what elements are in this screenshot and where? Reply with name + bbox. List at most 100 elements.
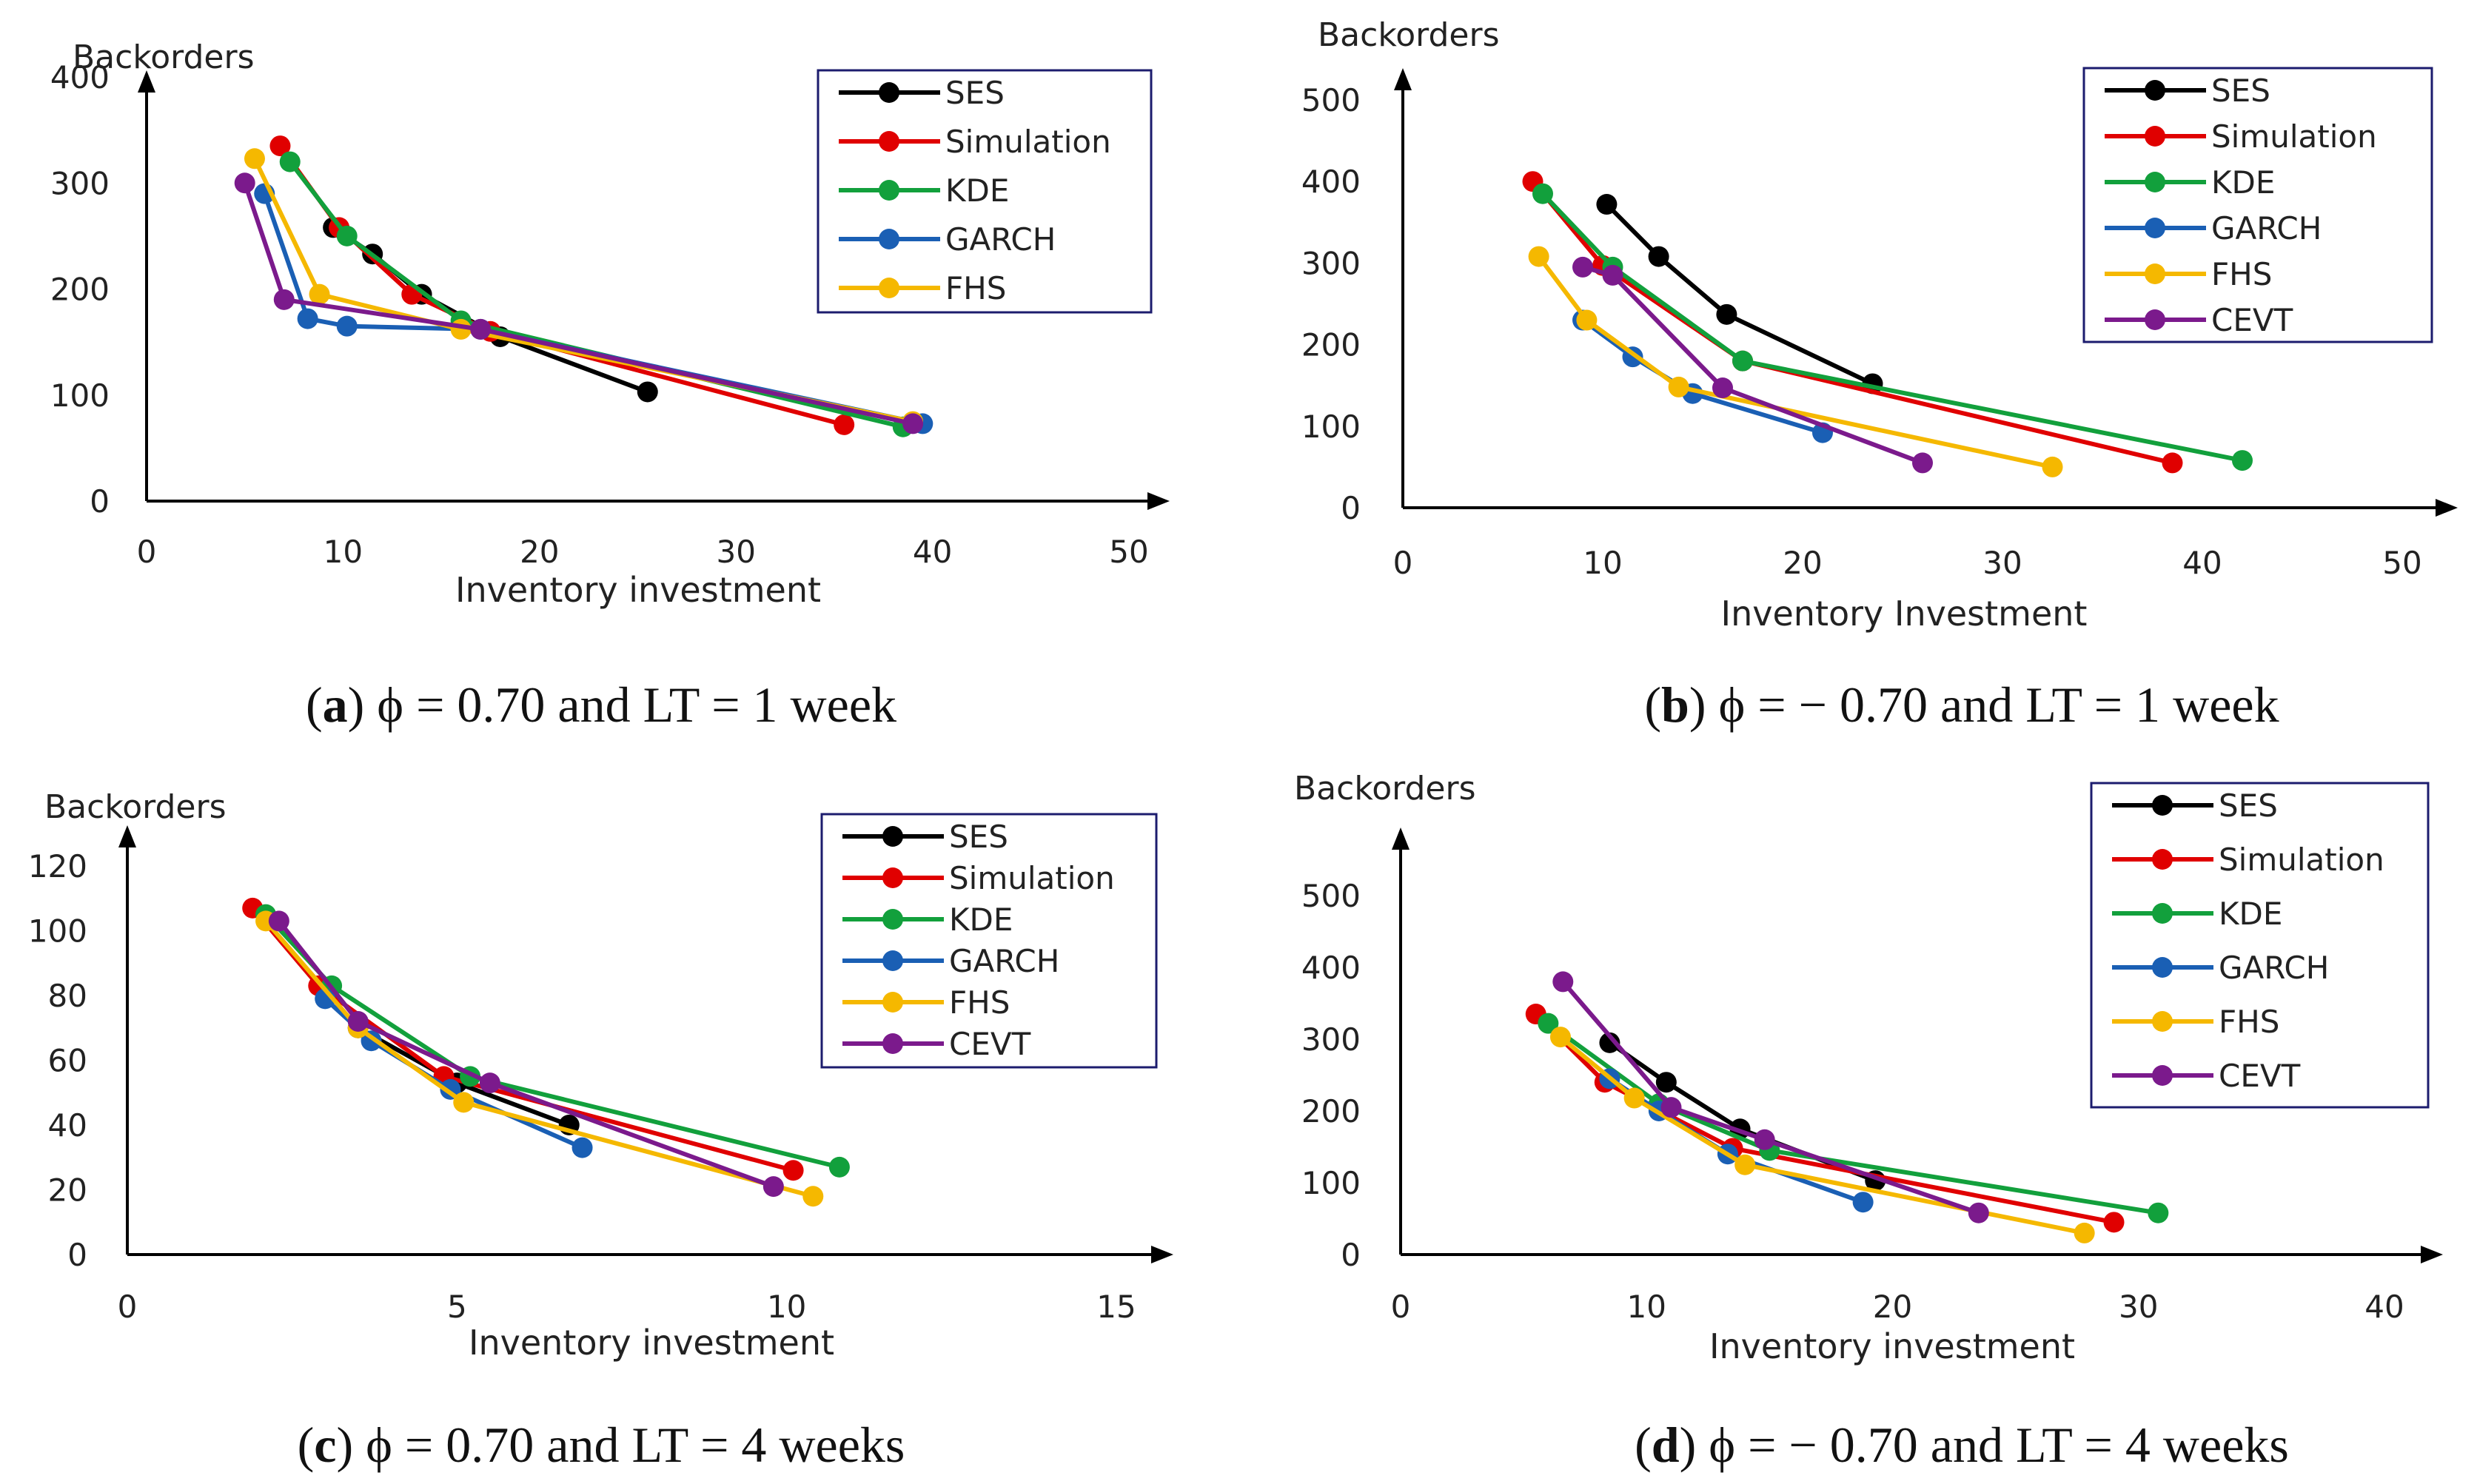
x-tick-label: 10 <box>1627 1289 1666 1325</box>
legend-item-garch: GARCH <box>2112 950 2329 986</box>
legend-label: FHS <box>949 984 1010 1021</box>
legend-swatch-marker <box>2152 1011 2173 1032</box>
x-tick-label: 30 <box>716 534 755 570</box>
series-cevt <box>234 172 924 434</box>
legend-swatch-marker <box>879 131 899 152</box>
legend-label: KDE <box>949 902 1013 938</box>
legend-item-kde: KDE <box>2112 896 2282 932</box>
legend-item-cevt: CEVT <box>2105 302 2293 338</box>
legend-item-ses: SES <box>2112 788 2278 824</box>
data-point <box>1648 246 1669 267</box>
caption-close-paren: ) <box>348 676 378 733</box>
panel-caption: (b) ϕ = − 0.70 and LT = 1 week <box>1644 676 2279 733</box>
series-fhs <box>1528 246 2063 477</box>
legend-label: CEVT <box>2219 1058 2301 1094</box>
legend-swatch-marker <box>882 1033 903 1054</box>
legend-swatch-marker <box>2152 849 2173 870</box>
legend-label: SES <box>2211 73 2270 109</box>
x-tick-label: 40 <box>913 534 952 570</box>
legend: SES Simulation KDE GARCH FHS <box>817 69 1153 314</box>
y-tick-label: 20 <box>48 1172 87 1209</box>
y-tick-label: 300 <box>1301 1021 1361 1058</box>
legend-swatch-marker <box>882 867 903 888</box>
y-axis-arrow-icon <box>118 825 136 847</box>
series-cevt <box>268 910 784 1198</box>
legend: SES Simulation KDE GARCH FHS CEVT <box>2090 782 2430 1109</box>
data-point <box>1734 1154 1756 1175</box>
legend-swatch-marker <box>2152 903 2173 924</box>
legend-item-garch: GARCH <box>842 943 1059 979</box>
legend-item-simulation: Simulation <box>842 860 1115 896</box>
legend: SES Simulation KDE GARCH FHS CEVT <box>820 813 1158 1069</box>
data-point <box>347 1011 369 1032</box>
caption-open-paren: ( <box>298 1417 315 1473</box>
data-point <box>273 289 295 310</box>
caption-text: ϕ = 0.70 and LT = 1 week <box>377 676 896 733</box>
legend-swatch-marker <box>879 229 899 249</box>
series-line <box>1605 202 1874 386</box>
legend-item-fhs: FHS <box>842 984 1010 1021</box>
series-line <box>277 919 774 1189</box>
legend-label: KDE <box>2219 896 2282 932</box>
legend-item-fhs: FHS <box>2112 1004 2279 1040</box>
legend-swatch-marker <box>882 909 903 930</box>
legend-item-kde: KDE <box>842 902 1013 938</box>
series-line <box>1541 192 2243 463</box>
x-axis-arrow-icon <box>1151 1246 1173 1263</box>
x-tick-label: 50 <box>2382 545 2421 581</box>
data-point <box>297 308 318 329</box>
x-tick-label: 50 <box>1109 534 1148 570</box>
legend-item-simulation: Simulation <box>839 124 1111 160</box>
legend-label: Simulation <box>2219 842 2384 878</box>
y-tick-label: 500 <box>1301 878 1361 914</box>
series-line <box>1561 980 1980 1215</box>
panel-caption: (c) ϕ = 0.70 and LT = 4 weeks <box>298 1417 905 1473</box>
data-point <box>234 172 255 194</box>
x-tick-label: 20 <box>1783 545 1822 581</box>
data-point <box>834 414 855 435</box>
legend-swatch-marker <box>882 950 903 971</box>
x-tick-label: 20 <box>520 534 559 570</box>
legend-item-ses: SES <box>2105 73 2270 109</box>
legend-swatch-marker <box>879 82 899 103</box>
legend-label: KDE <box>945 172 1009 209</box>
data-point <box>1712 377 1733 399</box>
y-tick-label: 300 <box>50 165 110 201</box>
x-tick-label: 40 <box>2182 545 2222 581</box>
legend-swatch-marker <box>2145 172 2165 192</box>
series-line <box>288 160 904 429</box>
legend-label: Simulation <box>949 860 1115 896</box>
x-tick-label: 0 <box>118 1289 138 1325</box>
legend-swatch-marker <box>879 180 899 201</box>
data-point <box>2074 1222 2095 1243</box>
x-axis-title: Inventory Investment <box>1721 594 2088 634</box>
data-point <box>2162 452 2183 474</box>
legend-box <box>820 813 1158 1069</box>
legend-label: Simulation <box>945 124 1111 160</box>
data-point <box>279 151 301 172</box>
panel-caption: (d) ϕ = − 0.70 and LT = 4 weeks <box>1635 1417 2289 1473</box>
y-axis-title: Backorders <box>1318 16 1500 54</box>
y-tick-label: 300 <box>1301 245 1361 281</box>
legend-item-simulation: Simulation <box>2105 118 2377 155</box>
series-line <box>242 182 914 426</box>
legend-item-garch: GARCH <box>2105 210 2322 246</box>
legend-swatch-marker <box>2152 1065 2173 1086</box>
data-point <box>336 315 358 337</box>
caption-text: ϕ = − 0.70 and LT = 4 weeks <box>1709 1417 2289 1473</box>
caption-text: ϕ = − 0.70 and LT = 1 week <box>1719 676 2279 733</box>
legend-swatch-marker <box>2152 795 2173 816</box>
legend-item-garch: GARCH <box>839 221 1056 258</box>
y-tick-label: 200 <box>50 272 110 308</box>
caption-open-paren: ( <box>1644 676 1661 733</box>
data-point <box>1732 350 1753 372</box>
y-axis-arrow-icon <box>138 70 155 93</box>
y-tick-label: 200 <box>1301 327 1361 363</box>
legend-label: FHS <box>2219 1004 2279 1040</box>
legend-label: SES <box>2219 788 2278 824</box>
data-point <box>1716 303 1737 325</box>
caption-close-paren: ) <box>336 1417 366 1473</box>
legend-item-cevt: CEVT <box>842 1026 1031 1062</box>
data-point <box>2103 1212 2125 1233</box>
